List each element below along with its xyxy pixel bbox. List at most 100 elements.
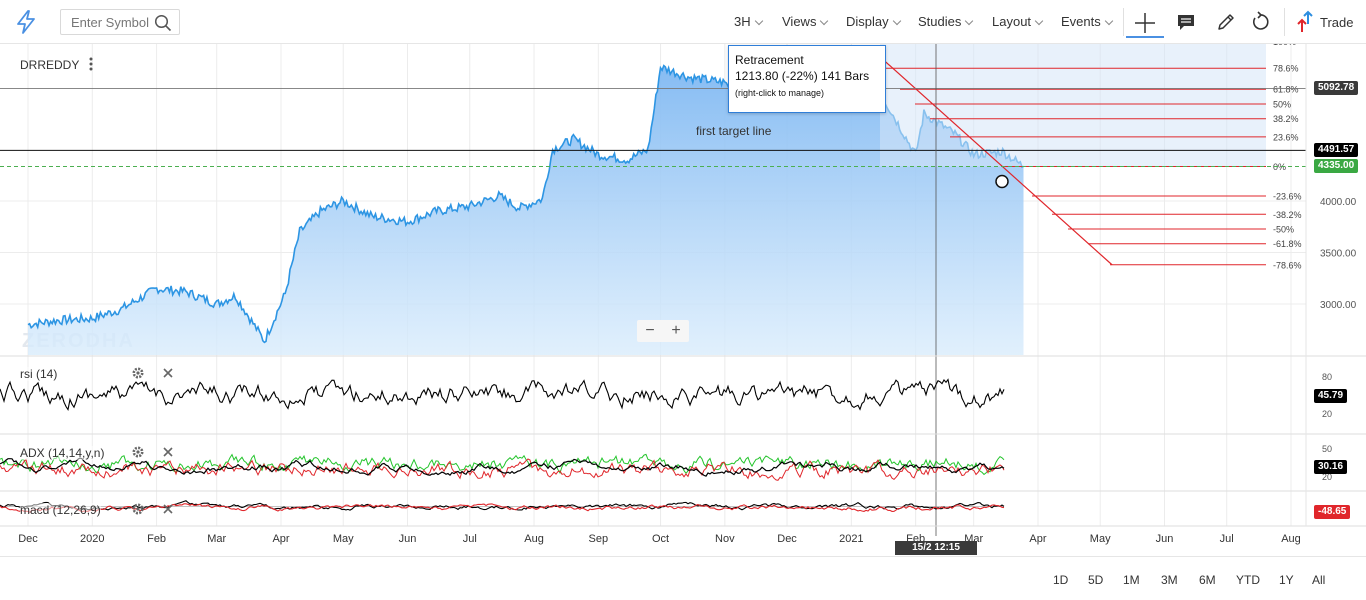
toolbar-divider <box>1284 8 1285 36</box>
range-1m-button[interactable]: 1M <box>1123 573 1140 587</box>
chevron-down-icon <box>820 16 829 26</box>
x-tick-label: Jul <box>1220 533 1234 545</box>
gear-icon[interactable] <box>131 366 145 380</box>
adx-line <box>0 457 1005 477</box>
lightning-icon[interactable] <box>14 9 38 35</box>
x-tick-label: May <box>1090 533 1111 545</box>
menu-periodicity[interactable]: 3H <box>734 14 763 29</box>
crosshair-button[interactable] <box>1126 6 1164 38</box>
fib-level-label: -50% <box>1273 225 1294 235</box>
y-tick-label: 4000.00 <box>1320 197 1357 208</box>
study-label-rsi[interactable]: rsi (14) <box>20 367 58 381</box>
menu-layout[interactable]: Layout <box>992 14 1044 29</box>
gear-icon[interactable] <box>131 502 145 516</box>
price-tag-macd: -48.65 <box>1314 505 1351 519</box>
price-tag-rsi: 45.79 <box>1314 389 1348 403</box>
x-tick-label: 2020 <box>80 533 104 545</box>
adx-tick-label: 20 <box>1322 472 1332 482</box>
x-tick-label: 2021 <box>839 533 863 545</box>
close-icon[interactable] <box>162 367 174 379</box>
rsi-tick-label: 20 <box>1322 409 1332 419</box>
chevron-down-icon <box>754 16 763 26</box>
menu-views[interactable]: Views <box>782 14 829 29</box>
undo-icon[interactable] <box>1249 11 1271 33</box>
x-tick-label: Jun <box>399 533 417 545</box>
x-tick-label: Apr <box>272 533 289 545</box>
fib-level-label: 100% <box>1273 44 1296 47</box>
chart-canvas[interactable]: Dec 2020 Feb Mar Apr May Jun Jul Aug Sep Oct Nov Dec… <box>0 44 1366 556</box>
y-tick-label: 3500.00 <box>1320 249 1357 260</box>
adx-minus-di-line <box>0 458 1005 481</box>
x-tick-label: Apr <box>1029 533 1046 545</box>
y-tick-label: 3000.00 <box>1320 300 1357 311</box>
fib-level-label: 23.6% <box>1273 132 1299 142</box>
x-tick-label: Aug <box>524 533 544 545</box>
range-bar: 1D 5D 1M 3M 6M YTD 1Y All <box>0 556 1366 600</box>
fib-trend-line <box>879 56 1113 266</box>
range-5d-button[interactable]: 5D <box>1088 573 1104 587</box>
x-tick-label: Nov <box>715 533 735 545</box>
rsi-line <box>0 378 1005 412</box>
search-icon[interactable] <box>154 14 172 32</box>
menu-events[interactable]: Events <box>1061 14 1113 29</box>
symbol-label[interactable]: DRREDDY <box>20 58 80 72</box>
crosshair-time-tag: 15/2 12:15 <box>895 541 977 555</box>
range-all-button[interactable]: All <box>1312 573 1326 587</box>
x-tick-label: Oct <box>652 533 669 545</box>
kebab-menu-icon[interactable] <box>86 56 96 72</box>
macd-signal-line <box>0 503 1005 513</box>
toolbar-divider <box>1123 8 1124 36</box>
pencil-icon[interactable] <box>1215 11 1237 33</box>
top-toolbar: 3H Views Display Studies Layout Events T… <box>0 0 1366 44</box>
price-tag-adx: 30.16 <box>1314 460 1348 474</box>
annotation-label[interactable]: first target line <box>696 124 772 138</box>
range-6m-button[interactable]: 6M <box>1199 573 1216 587</box>
close-icon[interactable] <box>162 446 174 458</box>
price-tag-current: 4335.00 <box>1314 159 1359 173</box>
x-tick-label: Mar <box>207 533 226 545</box>
fib-level-label: -78.6% <box>1273 260 1302 270</box>
x-tick-label: May <box>333 533 354 545</box>
zoom-in-button[interactable]: + <box>671 322 681 339</box>
menu-display[interactable]: Display <box>846 14 901 29</box>
chevron-down-icon <box>965 16 974 26</box>
symbol-search-input[interactable] <box>61 10 153 34</box>
fib-level-label: 61.8% <box>1273 85 1299 95</box>
x-tick-label: Jun <box>1156 533 1174 545</box>
x-tick-label: Dec <box>777 533 797 545</box>
chevron-down-icon <box>1104 16 1113 26</box>
chevron-down-icon <box>1034 16 1044 26</box>
retracement-title: Retracement <box>735 53 804 67</box>
range-ytd-button[interactable]: YTD <box>1236 573 1260 587</box>
comment-icon[interactable] <box>1175 11 1197 33</box>
range-1d-button[interactable]: 1D <box>1053 573 1069 587</box>
x-tick-label: Aug <box>1281 533 1301 545</box>
x-tick-label: Dec <box>18 533 38 545</box>
zoom-out-button[interactable]: − <box>645 322 655 339</box>
retracement-tooltip[interactable]: Retracement 1213.80 (-22%) 141 Bars (rig… <box>728 45 886 113</box>
menu-studies-label: Studies <box>918 14 962 29</box>
fib-level-label: -61.8% <box>1273 239 1302 249</box>
fib-level-label: -38.2% <box>1273 210 1302 220</box>
rsi-tick-label: 80 <box>1322 372 1332 382</box>
gear-icon[interactable] <box>131 445 145 459</box>
range-1y-button[interactable]: 1Y <box>1279 573 1294 587</box>
drawing-handle <box>995 174 1009 189</box>
menu-studies[interactable]: Studies <box>918 14 974 29</box>
retracement-hint: (right-click to manage) <box>735 88 825 98</box>
chevron-down-icon <box>892 16 901 26</box>
trade-label: Trade <box>1320 15 1354 30</box>
trade-arrows-icon <box>1297 10 1313 32</box>
symbol-search-box[interactable] <box>60 9 180 35</box>
fib-level-label: 0% <box>1273 162 1286 172</box>
price-tag-hline-1: 5092.78 <box>1314 81 1359 95</box>
study-label-adx[interactable]: ADX (14,14,y,n) <box>20 446 105 460</box>
retracement-value: 1213.80 (-22%) 141 Bars <box>735 69 870 83</box>
x-tick-label: Feb <box>147 533 166 545</box>
study-label-macd[interactable]: macd (12,26,9) <box>20 503 101 517</box>
adx-tick-label: 50 <box>1322 444 1332 454</box>
range-3m-button[interactable]: 3M <box>1161 573 1178 587</box>
menu-display-label: Display <box>846 14 889 29</box>
close-icon[interactable] <box>162 503 174 515</box>
menu-layout-label: Layout <box>992 14 1032 29</box>
